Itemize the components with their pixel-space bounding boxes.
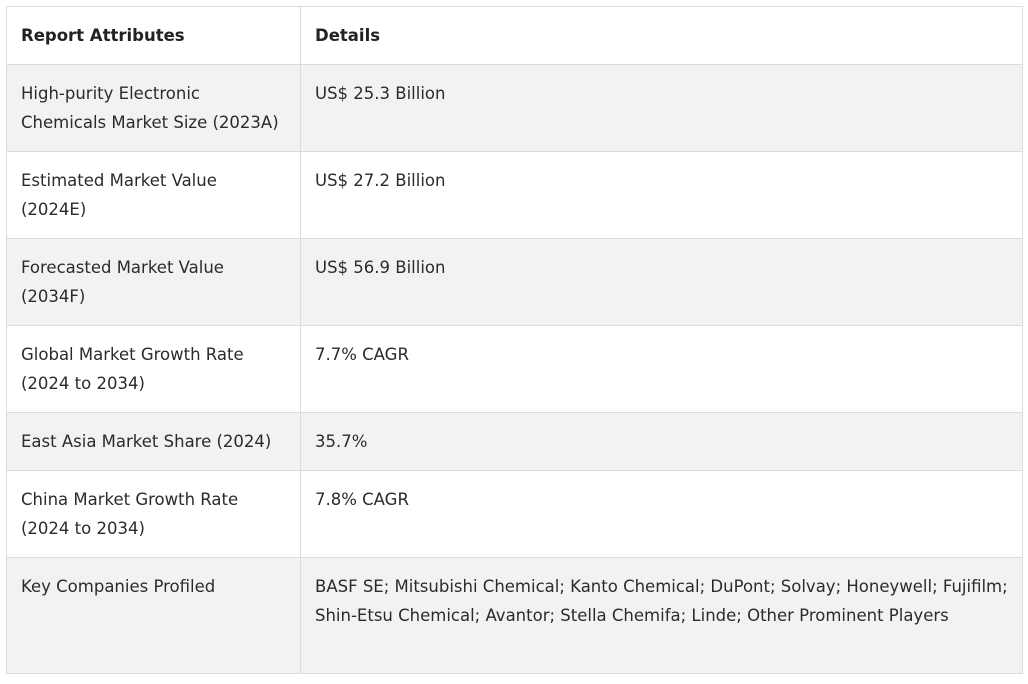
details-cell: 7.8% CAGR xyxy=(300,470,1023,558)
table-row: High-purity Electronic Chemicals Market … xyxy=(6,64,1023,152)
attribute-cell: Key Companies Profiled xyxy=(6,557,301,674)
table-row: Key Companies Profiled BASF SE; Mitsubis… xyxy=(6,557,1023,674)
details-cell: US$ 27.2 Billion xyxy=(300,151,1023,239)
attribute-cell: Forecasted Market Value (2034F) xyxy=(6,238,301,326)
report-attributes-table: Report Attributes Details High-purity El… xyxy=(6,6,1023,674)
report-attributes-table-container: Report Attributes Details High-purity El… xyxy=(6,6,1023,674)
attribute-cell: High-purity Electronic Chemicals Market … xyxy=(6,64,301,152)
header-details: Details xyxy=(300,6,1023,65)
details-cell: BASF SE; Mitsubishi Chemical; Kanto Chem… xyxy=(300,557,1023,674)
attribute-cell: East Asia Market Share (2024) xyxy=(6,412,301,471)
header-report-attributes: Report Attributes xyxy=(6,6,301,65)
details-cell: 7.7% CAGR xyxy=(300,325,1023,413)
table-row: Forecasted Market Value (2034F) US$ 56.9… xyxy=(6,238,1023,326)
attribute-cell: China Market Growth Rate (2024 to 2034) xyxy=(6,470,301,558)
table-header-row: Report Attributes Details xyxy=(6,6,1023,65)
details-cell: 35.7% xyxy=(300,412,1023,471)
details-cell: US$ 25.3 Billion xyxy=(300,64,1023,152)
table-row: Global Market Growth Rate (2024 to 2034)… xyxy=(6,325,1023,413)
table-row: China Market Growth Rate (2024 to 2034) … xyxy=(6,470,1023,558)
table-row: Estimated Market Value (2024E) US$ 27.2 … xyxy=(6,151,1023,239)
details-cell: US$ 56.9 Billion xyxy=(300,238,1023,326)
table-row: East Asia Market Share (2024) 35.7% xyxy=(6,412,1023,471)
attribute-cell: Global Market Growth Rate (2024 to 2034) xyxy=(6,325,301,413)
attribute-cell: Estimated Market Value (2024E) xyxy=(6,151,301,239)
